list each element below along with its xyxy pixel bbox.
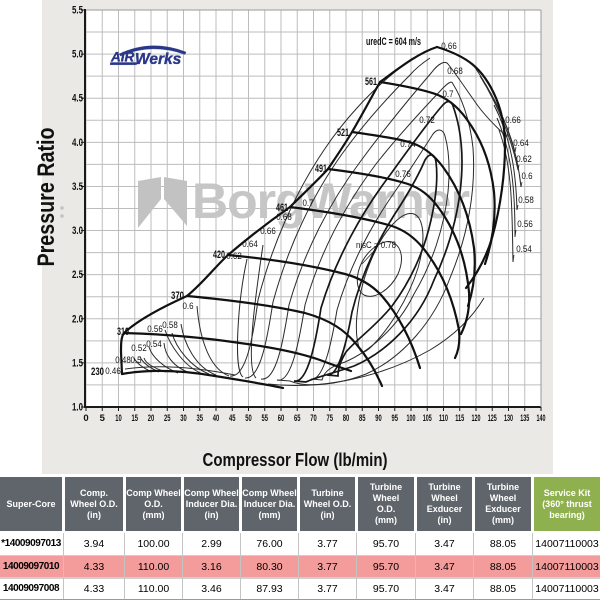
svg-text:130: 130: [504, 413, 513, 424]
svg-text:0.58: 0.58: [518, 195, 534, 206]
svg-text:0.66: 0.66: [260, 226, 276, 237]
svg-text:0.68: 0.68: [447, 66, 463, 77]
svg-text:65: 65: [294, 413, 301, 424]
svg-text:0.64: 0.64: [242, 239, 258, 250]
svg-text:0.54: 0.54: [146, 339, 162, 350]
svg-text:60: 60: [278, 413, 285, 424]
svg-text:3.0: 3.0: [72, 225, 83, 237]
svg-text:461: 461: [276, 202, 288, 214]
svg-text:0.62: 0.62: [516, 154, 532, 165]
svg-text:120: 120: [472, 413, 481, 424]
svg-text:0.6: 0.6: [522, 171, 533, 182]
svg-text:5: 5: [100, 413, 106, 424]
svg-text:5.0: 5.0: [72, 49, 83, 61]
svg-text:4.5: 4.5: [72, 93, 83, 105]
svg-text:110: 110: [439, 413, 448, 424]
svg-text:40: 40: [213, 413, 220, 424]
svg-text:0: 0: [83, 413, 88, 424]
svg-text:0.56: 0.56: [517, 219, 533, 230]
svg-text:0.7: 0.7: [303, 198, 314, 209]
svg-text:35: 35: [197, 413, 204, 424]
svg-text:0.68: 0.68: [276, 212, 292, 223]
svg-text:491: 491: [315, 163, 327, 175]
svg-text:0.46: 0.46: [105, 366, 121, 377]
svg-text:420: 420: [213, 249, 225, 261]
svg-text:0.64: 0.64: [513, 138, 529, 149]
svg-text:2.0: 2.0: [72, 313, 83, 325]
svg-text:5.5: 5.5: [72, 5, 83, 17]
svg-text:55: 55: [262, 413, 269, 424]
svg-text:0.74: 0.74: [400, 139, 416, 150]
svg-text:135: 135: [520, 413, 529, 424]
svg-text:230: 230: [91, 366, 104, 378]
svg-text:0.72: 0.72: [419, 115, 435, 126]
svg-text:30: 30: [180, 413, 187, 424]
svg-text:uredC = 604 m/s: uredC = 604 m/s: [366, 36, 421, 48]
svg-text:0.66: 0.66: [441, 41, 457, 52]
svg-text:BorgWarner: BorgWarner: [192, 173, 470, 229]
svg-text:Pressure Ratio: Pressure Ratio: [33, 128, 60, 267]
svg-text:95: 95: [392, 413, 399, 424]
svg-text:0.52: 0.52: [131, 343, 147, 354]
svg-text:75: 75: [327, 413, 334, 424]
svg-text:10: 10: [115, 413, 122, 424]
svg-text:115: 115: [455, 413, 464, 424]
svg-text:80: 80: [343, 413, 350, 424]
svg-text:0.54: 0.54: [516, 244, 532, 255]
svg-text:Compressor Flow (lb/min): Compressor Flow (lb/min): [203, 449, 388, 470]
svg-text:70: 70: [310, 413, 317, 424]
svg-text:0.56: 0.56: [147, 324, 163, 335]
svg-text:15: 15: [132, 413, 139, 424]
svg-text:4.0: 4.0: [72, 137, 83, 149]
svg-text:105: 105: [423, 413, 432, 424]
svg-text:25: 25: [164, 413, 171, 424]
svg-text:njsC = 0.78: njsC = 0.78: [356, 240, 396, 251]
svg-text:0.5: 0.5: [131, 355, 142, 366]
svg-text:0.6: 0.6: [183, 301, 194, 312]
svg-text:125: 125: [488, 413, 497, 424]
svg-text:45: 45: [229, 413, 236, 424]
svg-text:3.5: 3.5: [72, 181, 83, 193]
svg-text:20: 20: [148, 413, 155, 424]
svg-text:310: 310: [117, 326, 129, 338]
svg-text:Werks: Werks: [135, 51, 182, 68]
svg-text:521: 521: [337, 127, 349, 139]
svg-text:1.5: 1.5: [72, 357, 83, 369]
svg-text:0.58: 0.58: [162, 320, 178, 331]
svg-text:50: 50: [245, 413, 252, 424]
svg-text:561: 561: [365, 76, 377, 88]
svg-text:0.62: 0.62: [226, 251, 242, 262]
svg-text:85: 85: [359, 413, 366, 424]
svg-text:0.7: 0.7: [443, 89, 454, 100]
svg-text:100: 100: [407, 413, 416, 424]
svg-text:90: 90: [375, 413, 382, 424]
svg-text:0.76: 0.76: [395, 169, 411, 180]
svg-text:1.0: 1.0: [72, 401, 83, 413]
svg-text:0.66: 0.66: [505, 115, 521, 126]
svg-text:2.5: 2.5: [72, 269, 83, 281]
svg-text:0.48: 0.48: [115, 355, 131, 366]
svg-text:140: 140: [537, 413, 546, 424]
svg-text:370: 370: [171, 290, 184, 302]
